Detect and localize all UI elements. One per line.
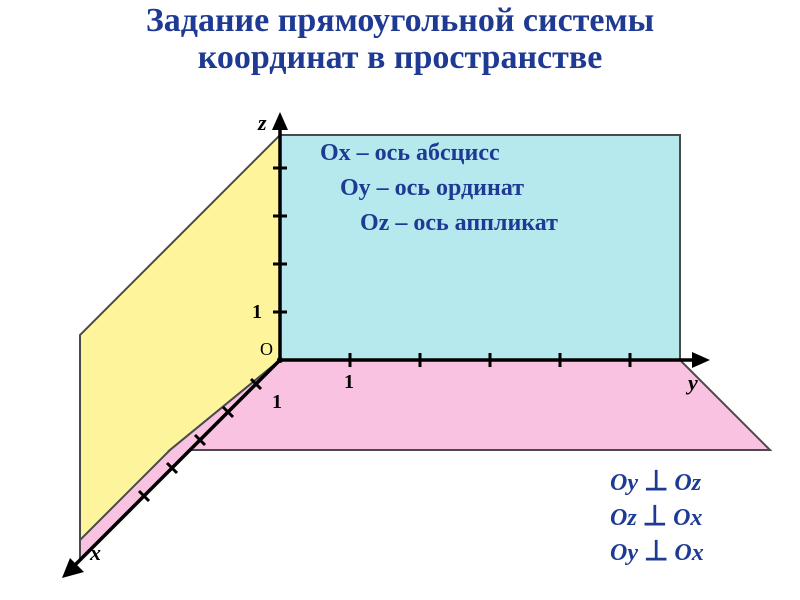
perp-line-2: Oz ⊥ Ox [610, 501, 702, 532]
arrow-y [692, 352, 710, 368]
perp-line-3: Oy ⊥ Ox [610, 536, 704, 567]
perp-line-1: Oy ⊥ Oz [610, 466, 702, 497]
legend-oz: Oz – ось аппликат [360, 210, 558, 236]
arrow-z [272, 112, 288, 130]
origin-label: O [260, 339, 273, 359]
plane-yz [280, 135, 680, 360]
origin-point [277, 357, 283, 363]
axis-label-x: x [89, 540, 101, 565]
legend-ox: Ox – ось абсцисс [320, 140, 500, 166]
tick-label-x1: 1 [272, 391, 282, 413]
legend-oy: Oy – ось ординат [340, 175, 524, 201]
tick-label-y1: 1 [344, 371, 354, 393]
plane-xz [80, 135, 280, 560]
axis-label-z: z [257, 110, 267, 135]
tick-label-z1: 1 [252, 301, 262, 323]
coord-system-diagram: O 1 1 1 z y x Ox – ось абсцисс Oy – ось … [0, 0, 800, 600]
perp-block: Oy ⊥ Oz Oz ⊥ Ox Oy ⊥ Ox [610, 466, 704, 567]
